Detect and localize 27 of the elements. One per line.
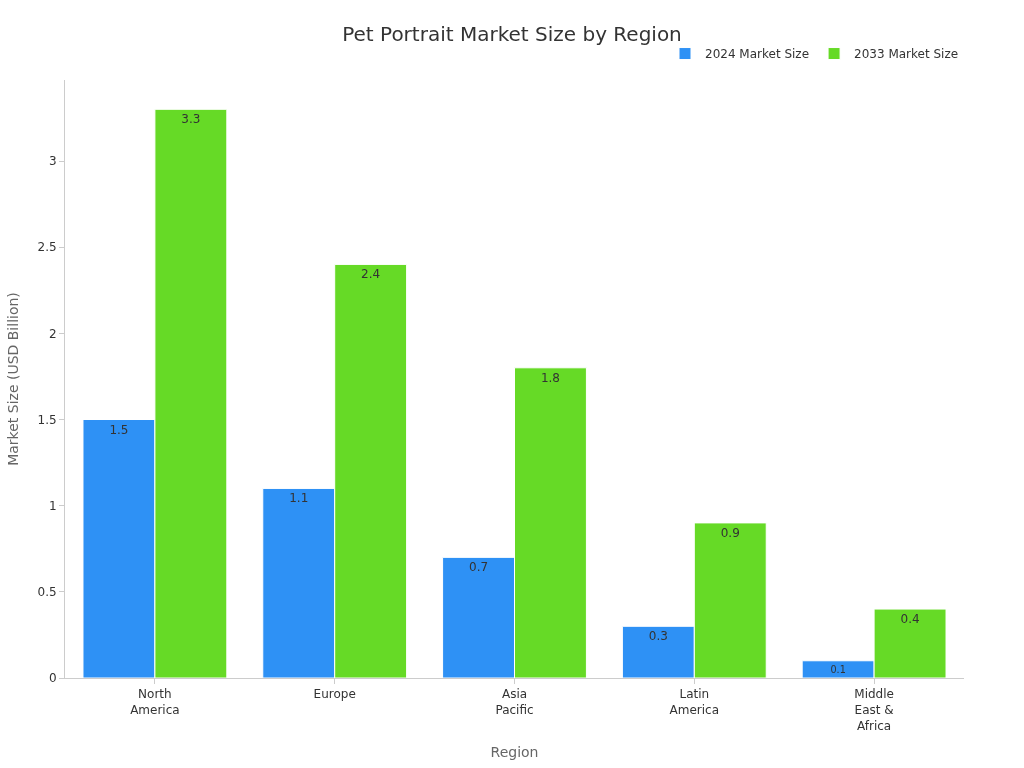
- x-tick-label: Europe: [313, 687, 356, 702]
- chart-title: Pet Portrait Market Size by Region: [342, 21, 682, 46]
- y-tick-label: 3: [48, 154, 57, 169]
- y-tick-label: 1.5: [37, 412, 57, 427]
- x-tick-label: North America: [130, 687, 180, 717]
- y-tick-label: 2.5: [37, 240, 57, 255]
- x-tick-label: Latin America: [669, 687, 720, 717]
- data-label: 0.4: [900, 612, 920, 627]
- y-tick-label: 0.5: [37, 585, 57, 600]
- data-label: 1.8: [540, 370, 561, 385]
- x-tick-label: Asia Pacific: [495, 687, 534, 717]
- data-label: 0.1: [830, 663, 846, 675]
- data-label: 2.4: [361, 267, 381, 282]
- data-label: 0.7: [468, 560, 489, 575]
- y-tick-label: 0: [48, 671, 57, 686]
- y-tick-label: 2: [48, 326, 57, 341]
- y-tick-label: 1: [48, 498, 57, 513]
- y-axis-title: Market Size (USD Billion): [5, 292, 22, 466]
- data-label: 0.3: [648, 629, 668, 644]
- x-axis-title: Region: [490, 743, 539, 760]
- legend-label: 2024 Market Size: [705, 47, 810, 62]
- legend-label: 2033 Market Size: [854, 47, 959, 62]
- data-label: 3.3: [181, 112, 201, 127]
- x-tick-label: Middle East & Africa: [854, 687, 894, 733]
- data-label: 1.5: [109, 422, 129, 437]
- data-label: 1.1: [289, 491, 309, 506]
- data-label: 0.9: [720, 525, 740, 540]
